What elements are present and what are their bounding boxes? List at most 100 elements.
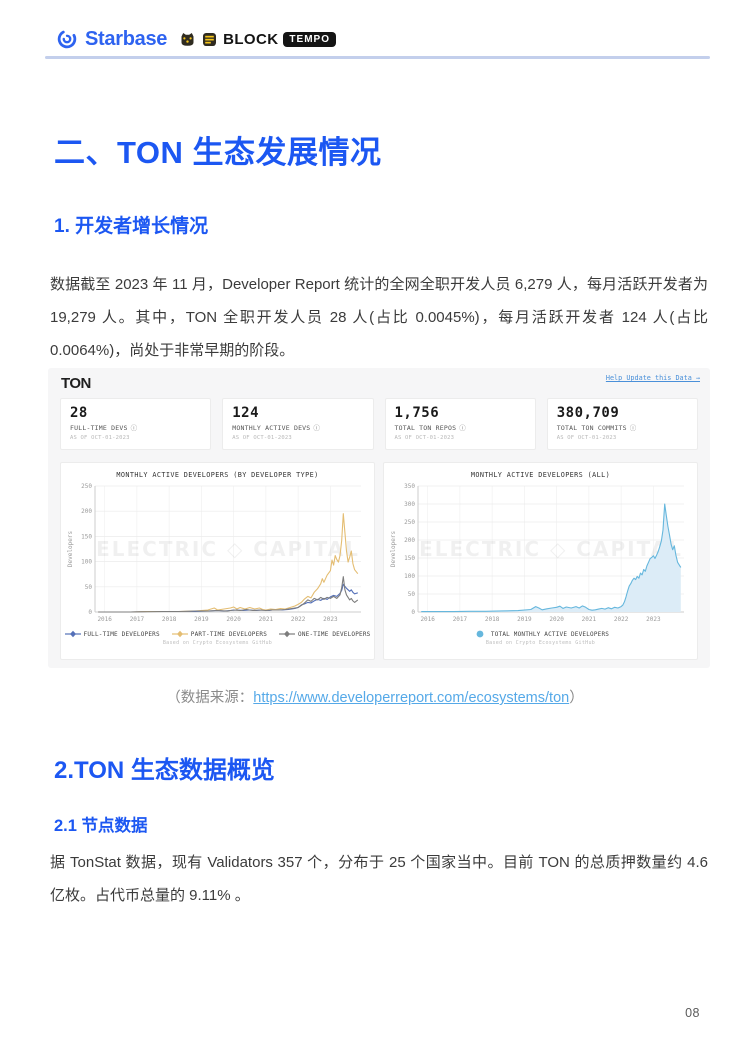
svg-text:ELECTRIC ◇ CAPITAL: ELECTRIC ◇ CAPITAL bbox=[419, 537, 683, 561]
legend-item: PART-TIME DEVELOPERS bbox=[171, 630, 268, 638]
svg-text:2022: 2022 bbox=[291, 616, 306, 623]
legend-marker-icon bbox=[64, 630, 81, 638]
legend-label: FULL-TIME DEVELOPERS bbox=[83, 630, 160, 638]
stat-card-total-repos: 1,756 TOTAL TON REPOS ⓘ AS OF OCT-01-2023 bbox=[384, 398, 536, 450]
stat-as-of: AS OF OCT-01-2023 bbox=[70, 435, 130, 441]
svg-text:0: 0 bbox=[411, 609, 415, 616]
svg-text:2020: 2020 bbox=[549, 616, 564, 623]
svg-text:150: 150 bbox=[404, 555, 415, 562]
info-icon: ⓘ bbox=[313, 423, 321, 432]
stat-as-of: AS OF OCT-01-2023 bbox=[232, 435, 292, 441]
svg-text:200: 200 bbox=[404, 537, 415, 544]
stat-value: 124 bbox=[232, 405, 260, 421]
starbase-logo-icon bbox=[57, 30, 77, 49]
svg-text:2023: 2023 bbox=[323, 616, 338, 623]
svg-text:2017: 2017 bbox=[453, 616, 468, 623]
svg-text:50: 50 bbox=[408, 591, 416, 598]
chart-developers-by-type: MONTHLY ACTIVE DEVELOPERS (BY DEVELOPER … bbox=[60, 462, 375, 660]
source-link[interactable]: https://www.developerreport.com/ecosyste… bbox=[253, 690, 570, 706]
svg-text:2018: 2018 bbox=[162, 616, 177, 623]
chart-canvas: ELECTRIC ◇ CAPITAL 0 50 100 150 200 250 2016 201… bbox=[67, 483, 361, 623]
svg-text:2021: 2021 bbox=[582, 616, 597, 623]
stat-as-of: AS OF OCT-01-2023 bbox=[394, 435, 455, 441]
info-icon: ⓘ bbox=[459, 423, 466, 432]
subsection-title-developer-growth: 1. 开发者增长情况 bbox=[54, 216, 209, 237]
charts-row: MONTHLY ACTIVE DEVELOPERS (BY DEVELOPER … bbox=[60, 462, 698, 660]
stat-value: 380,709 bbox=[556, 405, 620, 421]
svg-text:100: 100 bbox=[81, 559, 92, 566]
svg-text:2023: 2023 bbox=[646, 616, 661, 623]
svg-text:2018: 2018 bbox=[485, 616, 500, 623]
stat-value: 1,756 bbox=[394, 405, 440, 421]
stat-card-monthly-active-devs: 124 MONTHLY ACTIVE DEVS ⓘ AS OF OCT-01-20… bbox=[222, 398, 374, 450]
starbase-logo: Starbase bbox=[55, 27, 167, 51]
header-divider bbox=[45, 56, 710, 59]
svg-text:150: 150 bbox=[81, 533, 92, 540]
blocktempo-logo: BLOCK TEMPO bbox=[179, 31, 336, 48]
chart-caption: Based on Crypto Ecosystems GitHub bbox=[162, 640, 273, 646]
svg-text:250: 250 bbox=[81, 483, 92, 490]
info-icon: ⓘ bbox=[130, 423, 138, 432]
svg-text:0: 0 bbox=[88, 609, 92, 616]
chart-title: MONTHLY ACTIVE DEVELOPERS (ALL) bbox=[470, 471, 611, 479]
svg-text:100: 100 bbox=[404, 573, 415, 580]
stat-value: 28 bbox=[70, 405, 88, 421]
svg-text:Developers: Developers bbox=[67, 531, 74, 568]
data-source-line: （数据来源：https://www.developerreport.com/ec… bbox=[0, 686, 750, 707]
stat-cards-row: 28 FULL-TIME DEVS ⓘ AS OF OCT-01-2023 124… bbox=[60, 398, 698, 450]
svg-text:2019: 2019 bbox=[194, 616, 209, 623]
legend-item: TOTAL MONTHLY ACTIVE DEVELOPERS bbox=[472, 630, 609, 638]
svg-text:2019: 2019 bbox=[517, 616, 532, 623]
svg-text:200: 200 bbox=[81, 508, 92, 515]
paragraph-validator-stats: 据 TonStat 数据，现有 Validators 357 个，分布于 25 … bbox=[50, 854, 708, 904]
stat-as-of: AS OF OCT-01-2023 bbox=[556, 435, 617, 441]
help-update-data-link[interactable]: Help Update this Data → bbox=[605, 374, 700, 382]
developer-report-dashboard: TON Help Update this Data → 28 FULL-TIME… bbox=[48, 368, 710, 668]
blocktempo-block-text: BLOCK bbox=[223, 30, 279, 48]
legend-label: PART-TIME DEVELOPERS bbox=[190, 630, 268, 638]
svg-text:2022: 2022 bbox=[614, 616, 629, 623]
svg-text:Developers: Developers bbox=[390, 531, 397, 568]
svg-text:ELECTRIC ◇ CAPITAL: ELECTRIC ◇ CAPITAL bbox=[96, 537, 360, 561]
dashboard-title: TON bbox=[61, 375, 91, 392]
chart-title: MONTHLY ACTIVE DEVELOPERS (BY DEVELOPER … bbox=[116, 471, 319, 479]
blocktempo-tempo-badge: TEMPO bbox=[283, 31, 336, 47]
legend-marker-icon bbox=[279, 630, 296, 638]
chart-caption: Based on Crypto Ecosystems GitHub bbox=[485, 640, 596, 646]
section-title: 二、TON 生态发展情况 bbox=[54, 135, 382, 170]
chart-legend: TOTAL MONTHLY ACTIVE DEVELOPERS bbox=[472, 630, 609, 638]
chart-developers-all: MONTHLY ACTIVE DEVELOPERS (ALL) ELECTRIC… bbox=[383, 462, 698, 660]
stat-label: TOTAL TON REPOS bbox=[394, 424, 457, 432]
stat-label: FULL-TIME DEVS bbox=[70, 424, 128, 432]
legend-label: TOTAL MONTHLY ACTIVE DEVELOPERS bbox=[490, 630, 610, 638]
subsection-title-node-data: 2.1 节点数据 bbox=[54, 817, 148, 835]
legend-label: ONE-TIME DEVELOPERS bbox=[298, 630, 371, 638]
legend-marker-icon bbox=[476, 630, 484, 638]
svg-text:2017: 2017 bbox=[130, 616, 145, 623]
paragraph-developer-stats: 数据截至 2023 年 11 月，Developer Report 统计的全网全… bbox=[50, 276, 708, 359]
starbase-wordmark: Starbase bbox=[85, 27, 168, 50]
legend-item: FULL-TIME DEVELOPERS bbox=[64, 630, 160, 638]
svg-text:50: 50 bbox=[85, 584, 93, 591]
page-header: Starbase BLOCK TEMPO bbox=[55, 25, 336, 53]
stat-card-full-time-devs: 28 FULL-TIME DEVS ⓘ AS OF OCT-01-2023 bbox=[60, 398, 212, 450]
stat-label: MONTHLY ACTIVE DEVS bbox=[232, 424, 311, 432]
svg-text:250: 250 bbox=[404, 519, 415, 526]
source-prefix: （数据来源： bbox=[166, 690, 254, 706]
stat-card-total-commits: 380,709 TOTAL TON COMMITS ⓘ AS OF OCT-01-… bbox=[546, 398, 698, 450]
svg-text:2016: 2016 bbox=[97, 616, 112, 623]
chart-canvas: ELECTRIC ◇ CAPITAL 0 50 100 150 200 250 300 350 2… bbox=[390, 483, 684, 623]
svg-text:350: 350 bbox=[404, 483, 415, 490]
section-title-ecosystem-overview: 2.TON 生态数据概览 bbox=[54, 757, 275, 784]
legend-item: ONE-TIME DEVELOPERS bbox=[279, 630, 370, 638]
page-number: 08 bbox=[685, 1006, 700, 1020]
chart-legend: FULL-TIME DEVELOPERS PART-TIME DEVELOPERS… bbox=[64, 630, 371, 638]
svg-text:2020: 2020 bbox=[226, 616, 241, 623]
source-suffix: ） bbox=[569, 690, 584, 706]
svg-text:2016: 2016 bbox=[420, 616, 435, 623]
blocktempo-mascot-icon bbox=[181, 32, 194, 46]
info-icon: ⓘ bbox=[629, 423, 637, 432]
blocktempo-cube-icon bbox=[203, 32, 217, 46]
svg-text:2021: 2021 bbox=[259, 616, 274, 623]
